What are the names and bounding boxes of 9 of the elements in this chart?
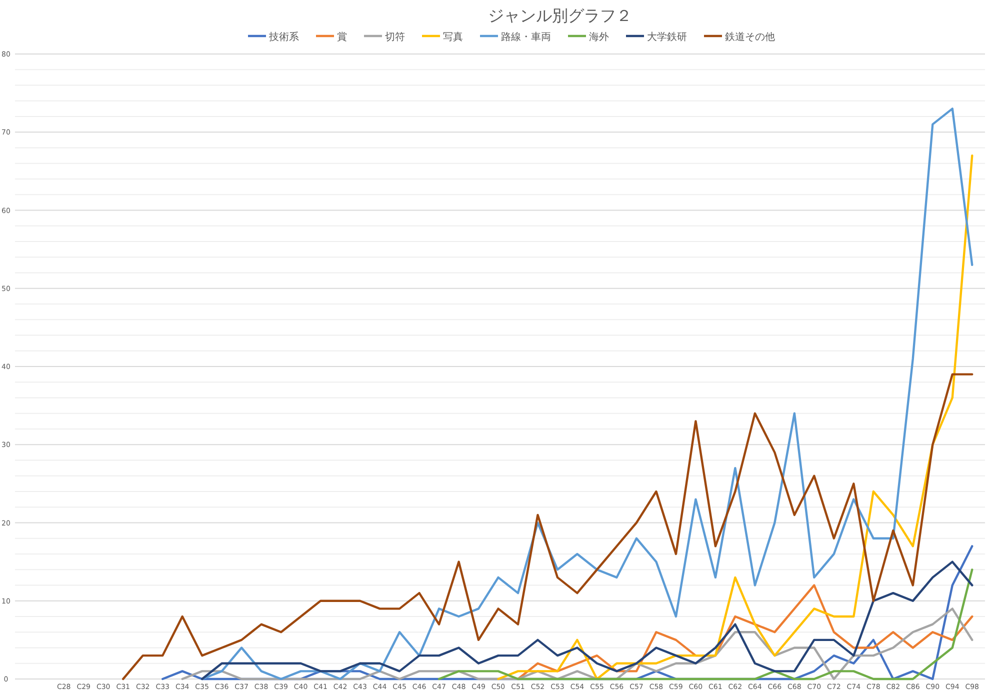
legend-label: 切符 (385, 31, 405, 43)
legend-label: 賞 (337, 31, 347, 43)
chart-title: ジャンル別グラフ２ (488, 6, 632, 25)
legend-label: 路線・車両 (501, 31, 551, 43)
legend-label: 大学鉄研 (647, 31, 687, 43)
legend-label: 鉄道その他 (725, 31, 775, 43)
legend-label: 写真 (443, 31, 463, 43)
legend-label: 海外 (589, 31, 609, 43)
legend-label: 技術系 (268, 31, 299, 43)
